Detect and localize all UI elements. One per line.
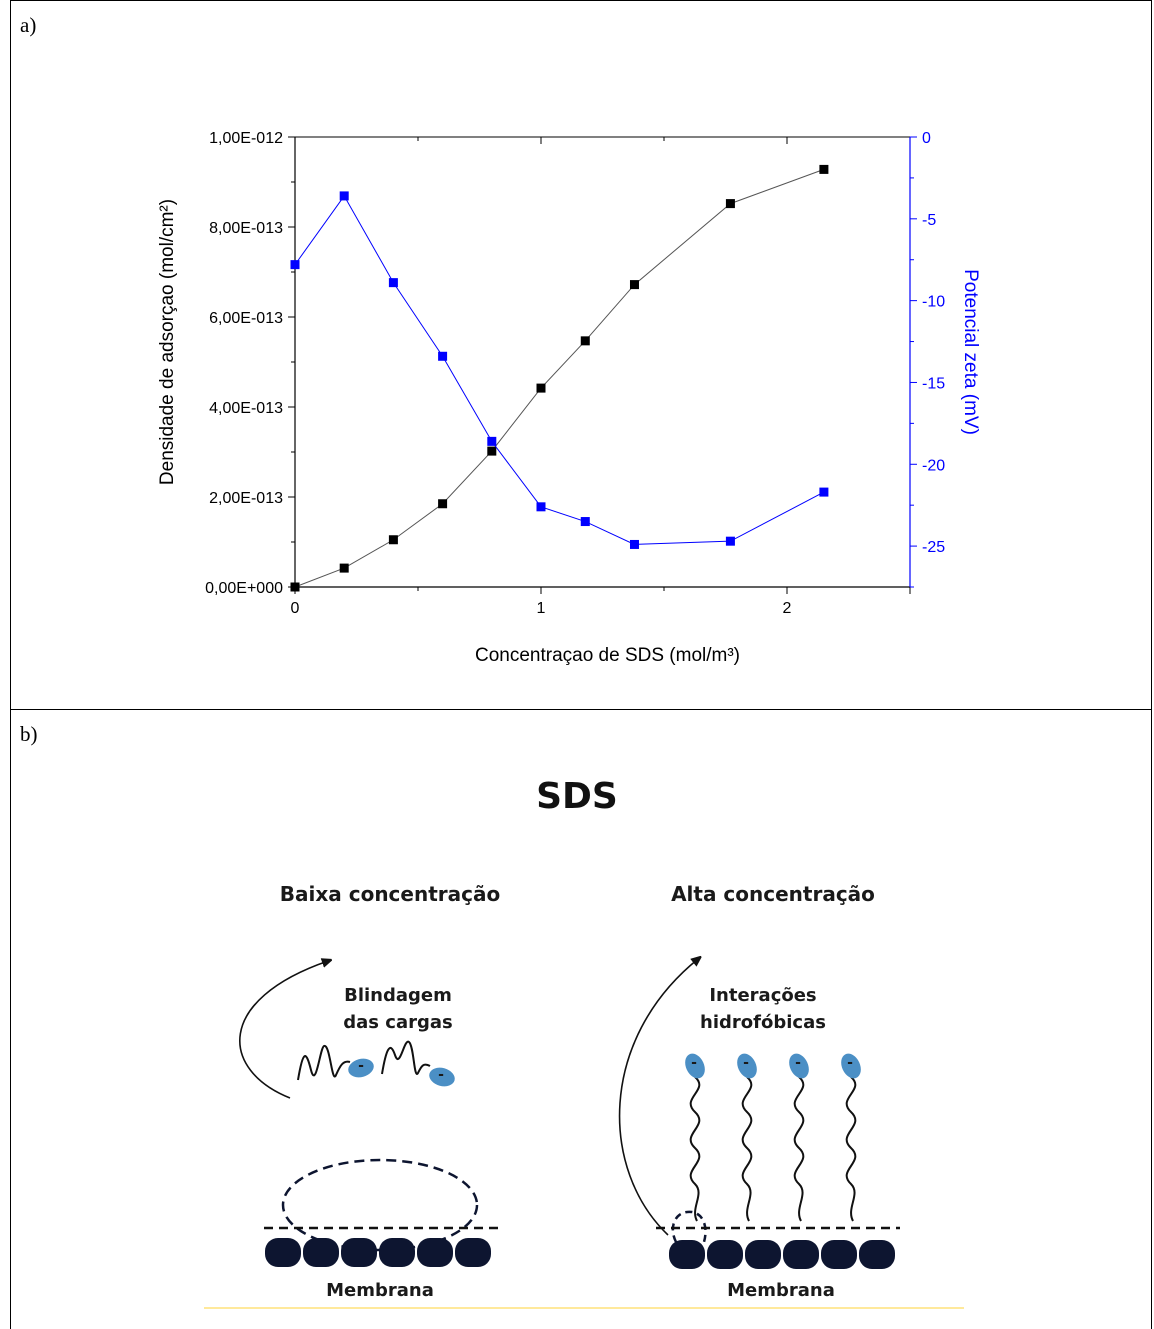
adsorption-point bbox=[339, 563, 349, 573]
low-dashed-loop bbox=[281, 1158, 479, 1252]
high-headgroup-4 bbox=[841, 1053, 861, 1079]
right-y-tick-label: 0 bbox=[922, 130, 931, 147]
charge-symbol: - bbox=[438, 1067, 444, 1083]
zeta-point bbox=[819, 487, 829, 497]
zeta-point bbox=[580, 517, 590, 527]
adsorption-point bbox=[629, 280, 639, 290]
high-curved-arrow bbox=[618, 959, 698, 1236]
panel-b-label: b) bbox=[20, 722, 38, 746]
adsorption-series-line bbox=[294, 168, 825, 588]
left-y-tick-label: 2,00E-013 bbox=[209, 490, 283, 507]
high-membrane bbox=[669, 1240, 895, 1269]
left-y-axis-label: Densidade de adsorçao (mol/cm²) bbox=[157, 199, 178, 485]
left-y-tick-label: 0,00E+000 bbox=[205, 580, 283, 597]
charge-symbol: - bbox=[743, 1055, 749, 1071]
left-y-tick-label: 8,00E-013 bbox=[209, 220, 283, 237]
low-headgroup-1 bbox=[348, 1058, 374, 1078]
high-headgroup-1 bbox=[685, 1053, 705, 1079]
x-axis-label: Concentraçao de SDS (mol/m³) bbox=[475, 645, 740, 666]
low-curved-arrow bbox=[239, 961, 328, 1099]
x-tick-label: 1 bbox=[537, 600, 546, 617]
high-headgroup-2 bbox=[737, 1053, 757, 1079]
panel-a: a) bbox=[10, 0, 1152, 710]
zeta-point bbox=[339, 191, 349, 201]
charge-symbol: - bbox=[795, 1055, 801, 1071]
right-y-tick-label: -15 bbox=[922, 375, 945, 392]
panel-b: b) bbox=[10, 709, 1152, 1329]
low-membrane-label: Membrana bbox=[326, 1280, 434, 1301]
adsorption-point bbox=[487, 446, 497, 456]
right-y-axis-label: Potencial zeta (mV) bbox=[960, 269, 981, 435]
adsorption-point bbox=[580, 336, 590, 346]
adsorption-point bbox=[388, 535, 398, 545]
zeta-point bbox=[487, 436, 497, 446]
zeta-point bbox=[438, 351, 448, 361]
high-mechanism-line2: hidrofóbicas bbox=[700, 1012, 826, 1033]
adsorption-point bbox=[438, 499, 448, 509]
adsorption-point bbox=[819, 164, 829, 174]
left-y-tick-label: 6,00E-013 bbox=[209, 310, 283, 327]
zeta-point bbox=[536, 502, 546, 512]
high-headgroup-3 bbox=[789, 1053, 809, 1079]
low-mechanism-line2: das cargas bbox=[343, 1012, 452, 1033]
left-y-tick-label: 1,00E-012 bbox=[209, 130, 283, 147]
zeta-point bbox=[725, 536, 735, 546]
left-y-tick-label: 4,00E-013 bbox=[209, 400, 283, 417]
x-tick-label: 0 bbox=[291, 600, 300, 617]
low-tail-2 bbox=[381, 1040, 431, 1075]
low-headgroup-2 bbox=[429, 1067, 455, 1087]
right-y-tick-label: -10 bbox=[922, 294, 945, 311]
zeta-point bbox=[629, 539, 639, 549]
high-mechanism-line1: Interações bbox=[709, 985, 816, 1006]
high-membrane-label: Membrana bbox=[727, 1280, 835, 1301]
low-mechanism-line1: Blindagem bbox=[344, 985, 452, 1006]
high-surfactant-chains bbox=[689, 1076, 857, 1222]
adsorption-point bbox=[725, 199, 735, 209]
adsorption-point bbox=[536, 383, 546, 393]
right-y-tick-label: -5 bbox=[922, 212, 936, 229]
panel-a-label: a) bbox=[20, 13, 37, 37]
adsorption-point bbox=[290, 582, 300, 592]
dual-axis-chart: 0 1 2 0,00E+000 2,00E-013 4,00E-013 6,00E-013 8… bbox=[157, 130, 981, 666]
zeta-series-line bbox=[294, 194, 825, 545]
low-concentration-heading: Baixa concentração bbox=[280, 882, 500, 906]
high-concentration-heading: Alta concentração bbox=[671, 882, 875, 906]
charge-symbol: - bbox=[847, 1055, 853, 1071]
diagram-title: SDS bbox=[536, 776, 618, 817]
charge-symbol: - bbox=[691, 1055, 697, 1071]
charge-symbol: - bbox=[358, 1058, 364, 1074]
low-membrane bbox=[265, 1238, 491, 1267]
right-y-tick-label: -20 bbox=[922, 457, 945, 474]
zeta-point bbox=[290, 260, 300, 270]
x-tick-label: 2 bbox=[783, 600, 792, 617]
zeta-point bbox=[388, 278, 398, 288]
right-y-tick-label: -25 bbox=[922, 539, 945, 556]
low-tail-1 bbox=[297, 1044, 351, 1081]
